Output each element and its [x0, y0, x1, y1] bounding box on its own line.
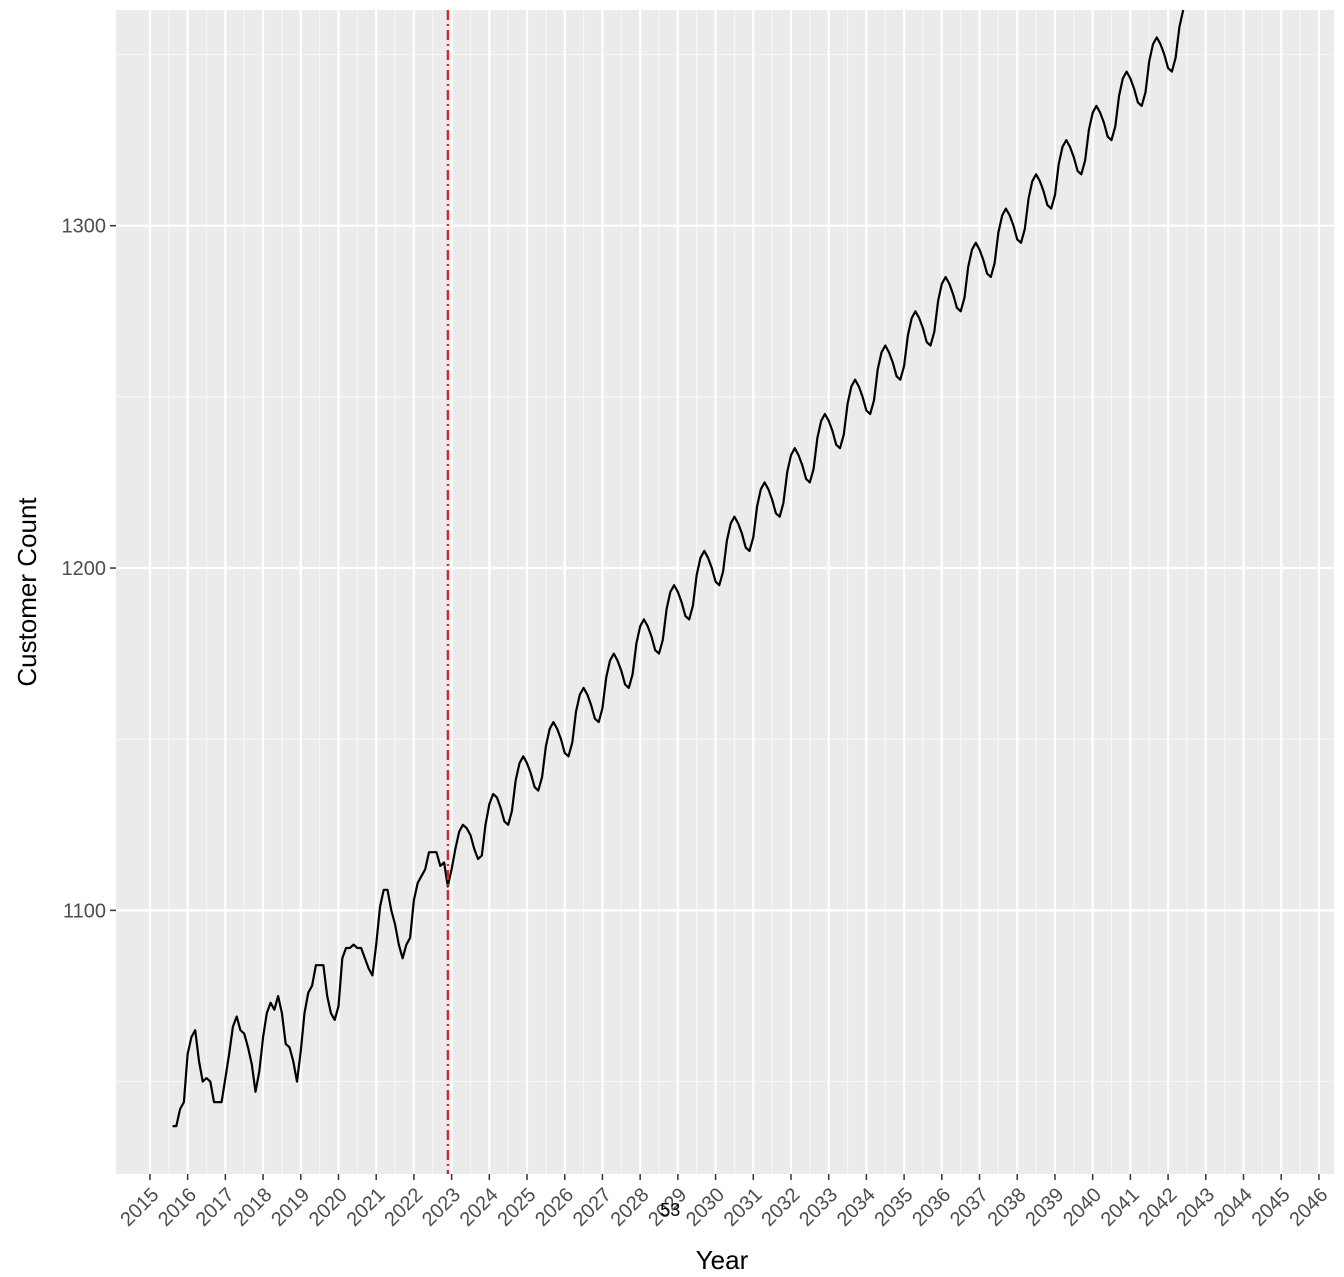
x-tick-label: 2040 — [1059, 1184, 1106, 1231]
x-tick-label: 2036 — [908, 1184, 955, 1231]
x-tick-label: 2045 — [1248, 1184, 1295, 1231]
x-tick-label: 2016 — [154, 1184, 201, 1231]
plot-panel — [116, 10, 1334, 1174]
x-tick-label: 2026 — [531, 1184, 578, 1231]
y-axis-title: Customer Count — [12, 497, 42, 687]
x-tick-label: 2027 — [569, 1184, 616, 1231]
y-tick-label: 1300 — [62, 216, 107, 238]
x-tick-label: 2023 — [418, 1184, 465, 1231]
annotation-label: 53 — [660, 1200, 680, 1220]
minor-gridlines — [116, 10, 1334, 1174]
x-tick-label: 2031 — [720, 1184, 767, 1231]
x-tick-label: 2038 — [984, 1184, 1031, 1231]
x-tick-label: 2043 — [1172, 1184, 1219, 1231]
x-tick-label: 2046 — [1285, 1184, 1332, 1231]
x-tick-label: 2034 — [833, 1184, 880, 1231]
y-tick-label: 1200 — [62, 558, 107, 580]
x-tick-label: 2035 — [871, 1184, 918, 1231]
x-tick-label: 2021 — [343, 1184, 390, 1231]
y-tick-label: 1100 — [63, 900, 106, 922]
series-line — [172, 9, 1185, 1128]
x-tick-label: 2033 — [795, 1184, 842, 1231]
series-layer — [172, 9, 1185, 1128]
x-tick-label: 2022 — [380, 1184, 427, 1231]
x-tick-label: 2042 — [1134, 1184, 1181, 1231]
x-tick-label: 2025 — [493, 1184, 540, 1231]
x-tick-label: 2017 — [192, 1184, 239, 1231]
x-tick-label: 2039 — [1021, 1184, 1068, 1231]
x-tick-label: 2032 — [757, 1184, 804, 1231]
major-gridlines — [116, 10, 1334, 1174]
x-tick-label: 2030 — [682, 1184, 729, 1231]
x-tick-label: 2037 — [946, 1184, 993, 1231]
x-tick-label: 2015 — [116, 1184, 163, 1231]
x-tick-label: 2028 — [607, 1184, 654, 1231]
x-tick-label: 2024 — [456, 1184, 503, 1231]
x-axis-title: Year — [696, 1245, 749, 1275]
y-axis: 1100 1200 1300 — [62, 216, 116, 922]
x-axis: 2015201620172018201920202021202220232024… — [116, 1174, 1332, 1231]
x-tick-label: 2018 — [229, 1184, 276, 1231]
x-tick-label: 2020 — [305, 1184, 352, 1231]
x-tick-label: 2041 — [1097, 1184, 1144, 1231]
x-tick-label: 2019 — [267, 1184, 314, 1231]
x-tick-label: 2044 — [1210, 1184, 1257, 1231]
